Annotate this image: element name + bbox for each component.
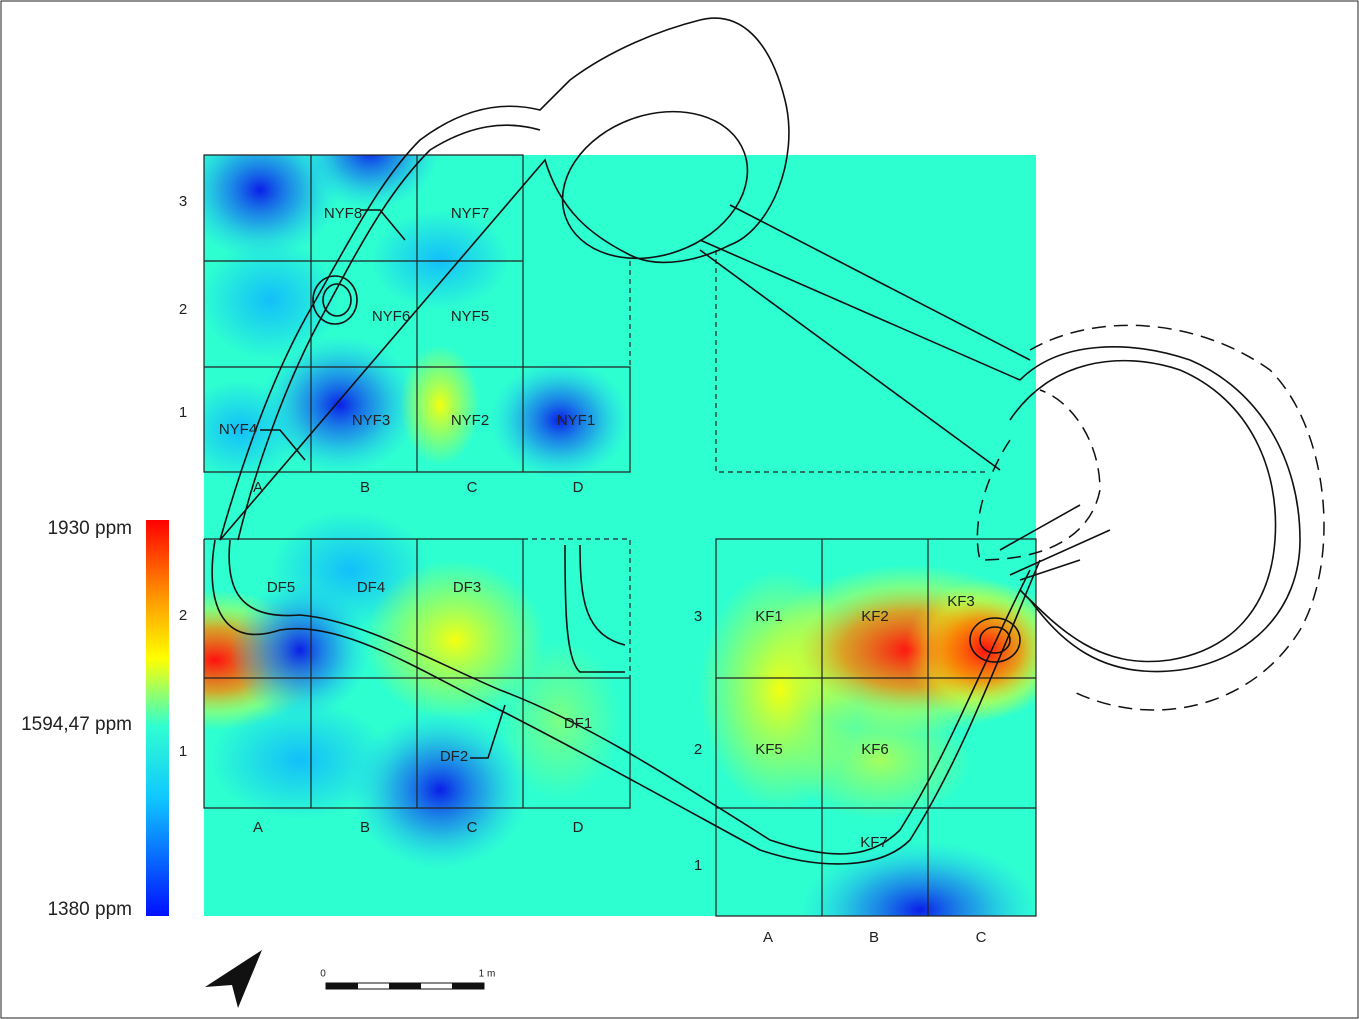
cell-label: NYF8 [324,205,362,222]
heatmap [204,155,1036,916]
column-label: B [360,819,370,836]
cell-label: NYF2 [451,412,489,429]
cell-label: KF6 [861,741,889,758]
cell-label: KF7 [860,834,888,851]
cell-label: NYF6 [372,308,410,325]
column-label: C [976,929,987,946]
row-label: 2 [179,607,187,624]
column-label: A [253,819,263,836]
cell-label: NYF5 [451,308,489,325]
legend-label: 1594,47 ppm [21,714,132,735]
cell-label: NYF3 [352,412,390,429]
row-label: 1 [179,743,187,760]
column-label: C [467,819,478,836]
scale-label: 0 [320,969,326,980]
row-label: 1 [694,857,702,874]
column-label: B [360,479,370,496]
cell-label: NYF4 [219,421,257,438]
column-label: C [467,479,478,496]
cell-label: KF5 [755,741,783,758]
column-label: A [763,929,773,946]
legend-label: 1380 ppm [47,899,132,920]
features [211,17,1325,865]
legend-bar [146,520,169,916]
cell-label: DF2 [440,748,468,765]
row-label: 1 [179,404,187,421]
row-label: 2 [179,301,187,318]
cell-label: KF1 [755,608,783,625]
row-label: 2 [694,741,702,758]
cell-label: NYF7 [451,205,489,222]
column-label: D [573,479,584,496]
north-arrow [205,950,262,1008]
trench-grid [203,154,1037,917]
scale-label: 1 m [479,969,496,980]
cell-label: KF3 [947,593,975,610]
column-label: A [253,479,263,496]
legend-label: 1930 ppm [47,518,132,539]
cell-label: DF4 [357,579,385,596]
cell-label: DF1 [564,715,592,732]
scale-bar [325,982,485,990]
column-label: B [869,929,879,946]
cell-label: NYF1 [557,412,595,429]
cell-label: DF3 [453,579,481,596]
column-label: D [573,819,584,836]
cell-label: KF2 [861,608,889,625]
row-label: 3 [694,608,702,625]
row-label: 3 [179,193,187,210]
cell-label: DF5 [267,579,295,596]
